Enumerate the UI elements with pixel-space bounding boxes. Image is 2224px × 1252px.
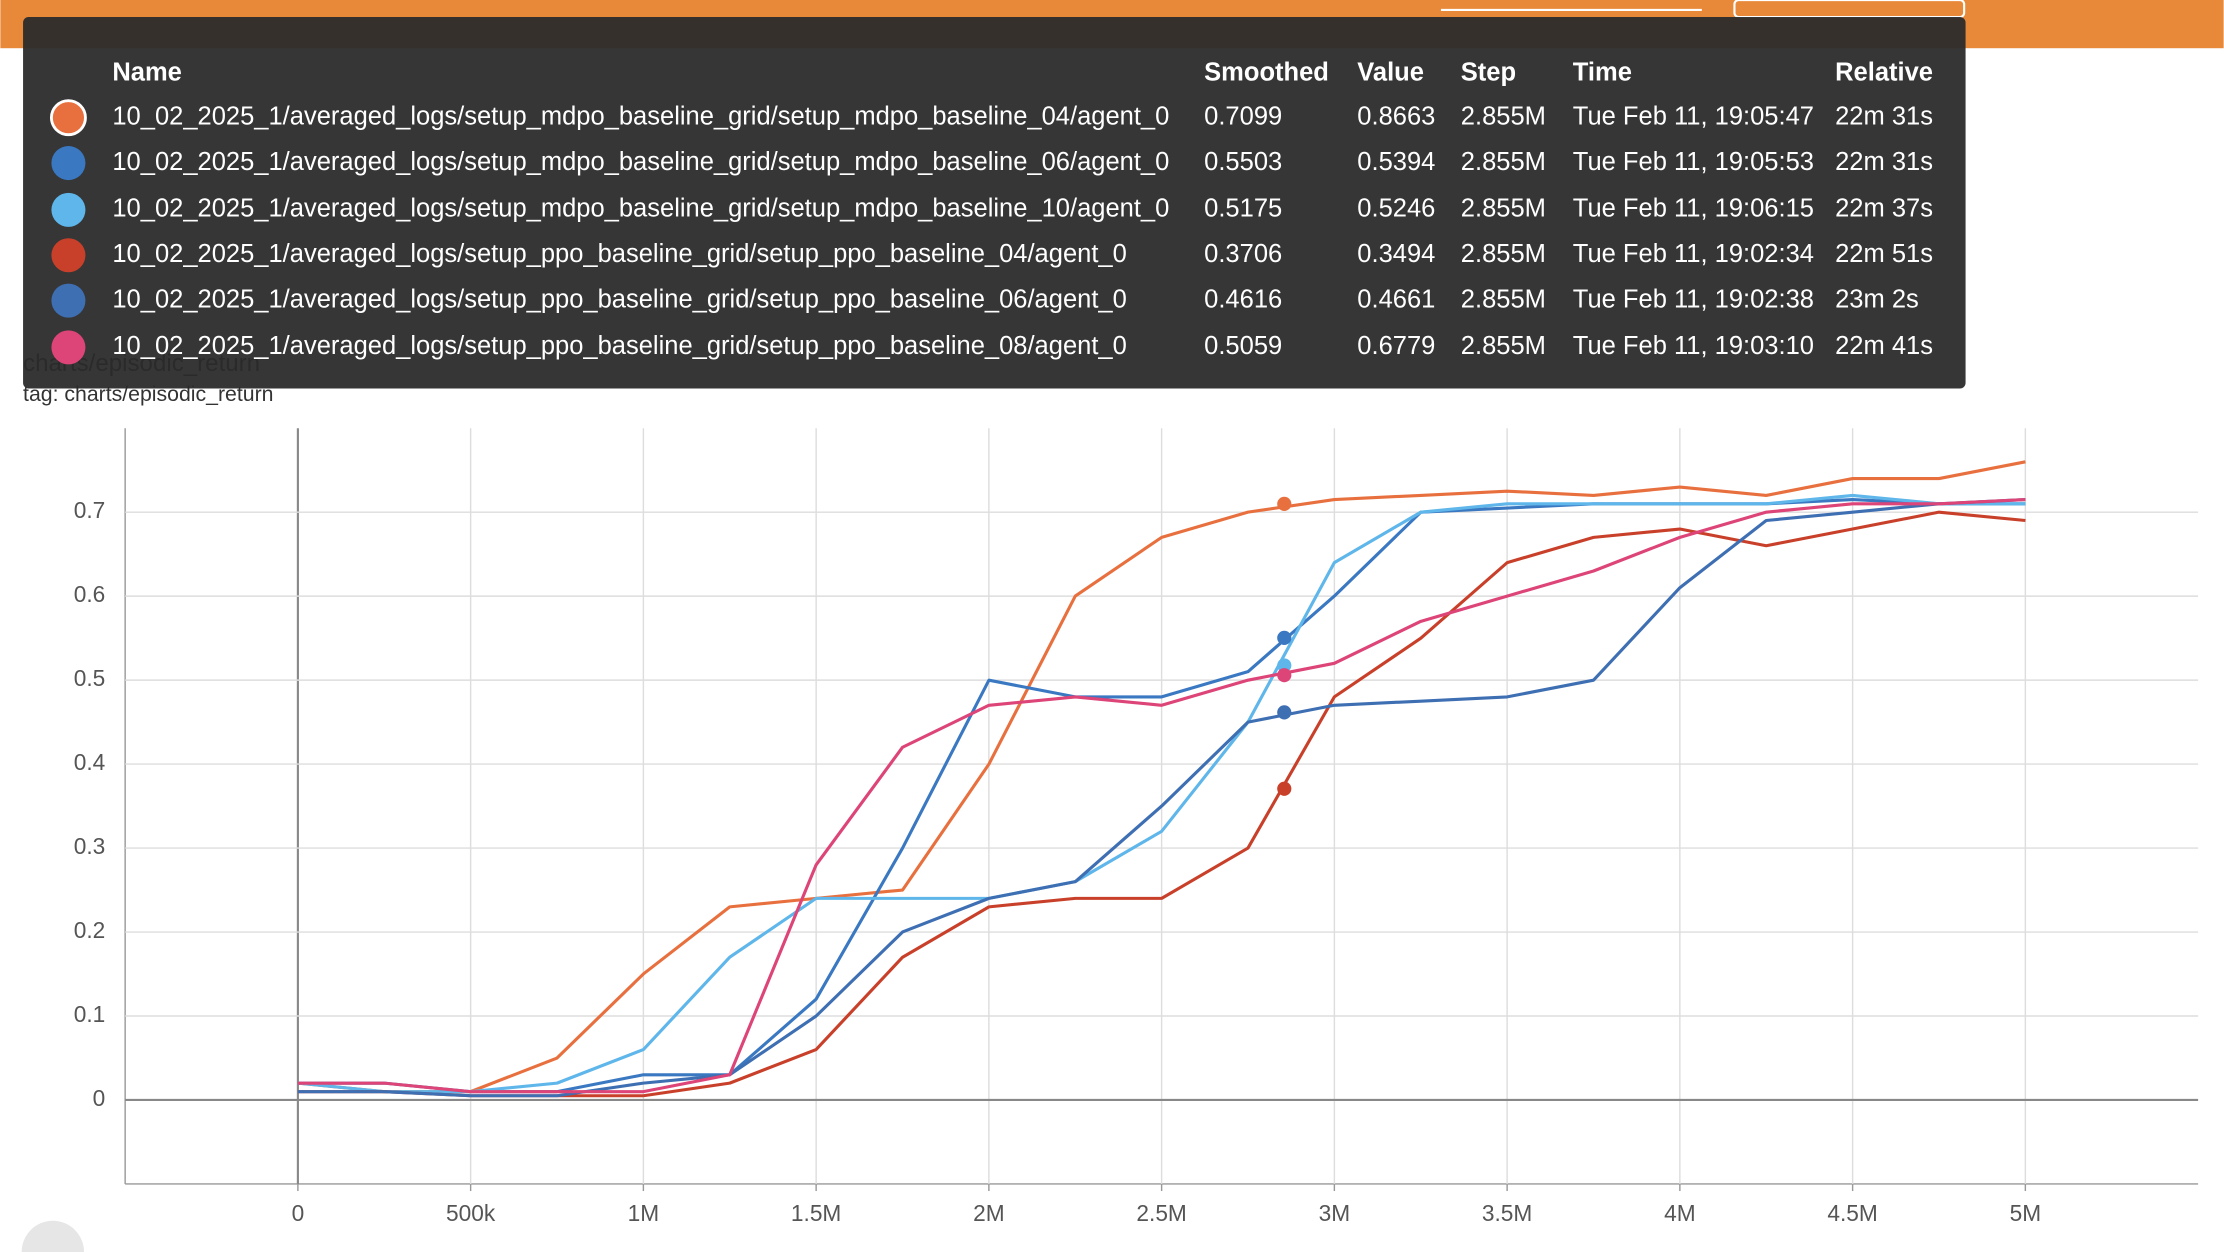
hover-dot [1277,705,1292,720]
series-line [297,460,2026,1094]
cell-text: 0.3706 [1204,240,1282,268]
series-swatch [51,238,86,273]
column-header: Smoothed [1204,58,1329,86]
cell-text: 2.855M [1461,102,1546,130]
hover-dot [1277,496,1292,511]
series-line [297,510,2026,1098]
cell-text: 2.855M [1461,195,1546,223]
hover-dot [1277,781,1292,796]
y-tick-label: 0.7 [74,497,106,523]
series-line [297,497,2026,1094]
y-tick-label: 0.1 [74,1001,106,1027]
cell-text: 10_02_2025_1/averaged_logs/setup_mdpo_ba… [112,195,1169,223]
x-tick-label: 5M [2010,1200,2042,1226]
column-header: Relative [1835,58,1933,86]
cell-text: 23m 2s [1835,285,1919,313]
x-tick-label: 4.5M [1827,1200,1877,1226]
y-tick-label: 0.5 [74,665,106,691]
hover-dot [1277,630,1292,645]
series-line [297,493,2026,1094]
cell-text: 10_02_2025_1/averaged_logs/setup_mdpo_ba… [112,102,1169,130]
cell-text: Tue Feb 11, 19:06:15 [1573,195,1814,223]
y-tick-label: 0.3 [74,833,106,859]
x-tick-label: 3M [1319,1200,1351,1226]
cell-text: 0.4661 [1357,285,1435,313]
cell-text: 22m 41s [1835,332,1933,360]
x-tick-label: 2.5M [1136,1200,1186,1226]
cell-text: Tue Feb 11, 19:05:47 [1573,102,1814,130]
cell-text: 0.5394 [1357,148,1435,176]
cell-text: 2.855M [1461,148,1546,176]
cell-text: 22m 51s [1835,240,1933,268]
column-header: Name [112,58,182,86]
cell-text: 10_02_2025_1/averaged_logs/setup_ppo_bas… [112,332,1126,360]
series-swatch [51,330,86,365]
cell-text: 0.8663 [1357,102,1435,130]
x-tick-label: 1.5M [791,1200,841,1226]
fab-button[interactable] [21,1220,85,1252]
column-header: Time [1573,58,1632,86]
cell-text: 0.5246 [1357,195,1435,223]
cell-text: 22m 37s [1835,195,1933,223]
x-tick-label: 0 [292,1200,305,1226]
series-swatch [51,146,86,181]
column-header: Step [1461,58,1516,86]
cell-text: 10_02_2025_1/averaged_logs/setup_ppo_bas… [112,285,1126,313]
plot: 0 500k 1M 1.5M 2M 2.5M 3M 3.5M 4M 4.5M 5M 0 0.1 0.2 0.… [74,428,2199,1226]
cell-text: 2.855M [1461,285,1546,313]
cell-text: 0.5059 [1204,332,1282,360]
cell-text: 2.855M [1461,240,1546,268]
cell-text: 0.5503 [1204,148,1282,176]
x-tick-label: 1M [628,1200,660,1226]
x-tick-label: 500k [446,1200,496,1226]
cell-text: Tue Feb 11, 19:02:38 [1573,285,1814,313]
hover-dot [1277,658,1292,673]
cell-text: Tue Feb 11, 19:02:34 [1573,240,1814,268]
cell-text: Tue Feb 11, 19:03:10 [1573,332,1814,360]
cell-text: Tue Feb 11, 19:05:53 [1573,148,1814,176]
y-tick-label: 0 [93,1085,106,1111]
cell-text: 22m 31s [1835,102,1933,130]
cell-text: 0.7099 [1204,102,1282,130]
x-tick-label: 3.5M [1482,1200,1532,1226]
column-header: Value [1357,58,1424,86]
series-swatch [51,192,86,227]
y-tick-label: 0.6 [74,581,106,607]
cell-text: 0.3494 [1357,240,1435,268]
cell-text: 2.855M [1461,332,1546,360]
cell-text: 0.4616 [1204,285,1282,313]
hover-dot [1277,668,1292,683]
y-tick-label: 0.2 [74,917,106,943]
cell-text: 22m 31s [1835,148,1933,176]
x-tick-label: 2M [973,1200,1005,1226]
tooltip-background [23,17,1966,389]
series-swatch [51,283,86,318]
cell-text: 0.6779 [1357,332,1435,360]
series-swatch [49,99,87,137]
tooltip: Name Smoothed Value Step Time Relative 10_02_2… [23,17,1966,389]
cell-text: 10_02_2025_1/averaged_logs/setup_ppo_bas… [112,240,1126,268]
y-tick-label: 0.4 [74,749,106,775]
cell-text: 0.5175 [1204,195,1282,223]
x-tick-label: 4M [1664,1200,1696,1226]
cell-text: 10_02_2025_1/averaged_logs/setup_mdpo_ba… [112,148,1169,176]
